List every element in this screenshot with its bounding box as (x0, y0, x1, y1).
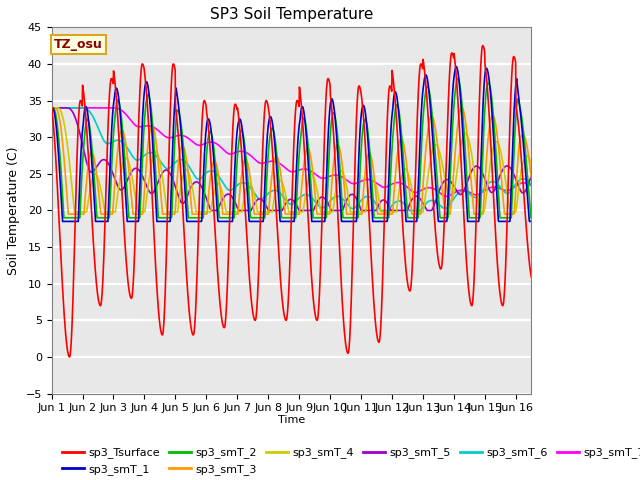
sp3_smT_5 (248, 205, 256, 211)
sp3_Tsurface (486, 114, 493, 120)
sp3_smT_6 (48, 105, 56, 111)
sp3_smT_4 (154, 152, 162, 157)
sp3_smT_4 (236, 209, 244, 215)
sp3_smT_3 (248, 188, 255, 194)
sp3_smT_2 (236, 130, 244, 136)
sp3_smT_2 (527, 215, 535, 221)
sp3_smT_1 (486, 79, 493, 84)
sp3_smT_4 (48, 105, 56, 111)
sp3_smT_1 (59, 218, 67, 224)
sp3_smT_3 (444, 211, 451, 217)
sp3_smT_7 (248, 154, 255, 159)
Line: sp3_smT_2: sp3_smT_2 (52, 78, 531, 218)
sp3_smT_6 (485, 180, 493, 186)
sp3_smT_5 (527, 174, 535, 180)
sp3_smT_3 (365, 150, 372, 156)
sp3_smT_1 (452, 64, 460, 70)
sp3_smT_5 (50, 105, 58, 111)
Line: sp3_smT_6: sp3_smT_6 (52, 108, 531, 210)
sp3_smT_1 (48, 105, 56, 111)
Line: sp3_smT_4: sp3_smT_4 (52, 108, 531, 212)
sp3_smT_1 (154, 218, 162, 224)
sp3_Tsurface (248, 302, 255, 308)
sp3_smT_7 (444, 193, 451, 199)
sp3_smT_2 (486, 81, 493, 87)
sp3_smT_6 (248, 186, 255, 192)
sp3_smT_7 (236, 148, 244, 154)
sp3_Tsurface (236, 130, 244, 135)
sp3_smT_4 (527, 161, 535, 167)
sp3_smT_3 (458, 104, 465, 110)
sp3_smT_2 (60, 215, 68, 221)
sp3_smT_2 (154, 207, 162, 213)
sp3_smT_4 (71, 209, 79, 215)
sp3_smT_5 (207, 207, 215, 213)
Title: SP3 Soil Temperature: SP3 Soil Temperature (210, 7, 373, 22)
Line: sp3_smT_7: sp3_smT_7 (52, 108, 531, 196)
sp3_smT_5 (154, 180, 162, 185)
Line: sp3_Tsurface: sp3_Tsurface (52, 46, 531, 357)
Line: sp3_smT_1: sp3_smT_1 (52, 67, 531, 221)
Legend: sp3_Tsurface, sp3_smT_1, sp3_smT_2, sp3_smT_3, sp3_smT_4, sp3_smT_5, sp3_smT_6, : sp3_Tsurface, sp3_smT_1, sp3_smT_2, sp3_… (57, 443, 640, 480)
sp3_smT_2 (454, 75, 462, 81)
sp3_smT_2 (48, 105, 56, 111)
sp3_smT_1 (248, 218, 255, 224)
sp3_Tsurface (527, 274, 535, 280)
sp3_smT_2 (365, 136, 372, 142)
Line: sp3_smT_5: sp3_smT_5 (52, 108, 531, 210)
X-axis label: Time: Time (278, 415, 305, 425)
sp3_smT_4 (248, 183, 255, 189)
sp3_Tsurface (444, 117, 451, 123)
sp3_smT_3 (527, 175, 535, 180)
sp3_smT_5 (365, 207, 373, 213)
sp3_smT_7 (365, 177, 372, 182)
sp3_Tsurface (154, 300, 162, 305)
sp3_smT_2 (444, 215, 451, 221)
Line: sp3_smT_3: sp3_smT_3 (52, 107, 531, 214)
sp3_smT_6 (365, 193, 372, 199)
sp3_smT_1 (236, 117, 244, 122)
sp3_smT_1 (444, 203, 451, 208)
Y-axis label: Soil Temperature (C): Soil Temperature (C) (7, 146, 20, 275)
sp3_smT_4 (485, 171, 493, 177)
sp3_smT_2 (248, 215, 255, 221)
sp3_smT_1 (527, 218, 535, 224)
sp3_smT_6 (154, 155, 161, 160)
sp3_smT_7 (442, 193, 450, 199)
sp3_smT_3 (486, 125, 493, 131)
sp3_smT_7 (154, 127, 161, 133)
Text: TZ_osu: TZ_osu (54, 38, 103, 51)
sp3_smT_3 (65, 211, 72, 217)
sp3_smT_3 (48, 105, 56, 111)
sp3_smT_7 (527, 183, 535, 189)
sp3_smT_6 (236, 180, 244, 186)
sp3_smT_6 (527, 182, 535, 188)
sp3_Tsurface (48, 105, 56, 111)
sp3_smT_5 (237, 207, 244, 213)
sp3_Tsurface (479, 43, 486, 48)
sp3_smT_3 (236, 185, 244, 191)
sp3_smT_6 (376, 207, 384, 213)
sp3_smT_6 (444, 204, 451, 210)
sp3_smT_4 (365, 189, 372, 195)
sp3_Tsurface (66, 354, 74, 360)
sp3_smT_5 (444, 177, 452, 182)
sp3_smT_5 (486, 187, 493, 193)
sp3_smT_5 (48, 105, 56, 111)
sp3_smT_4 (444, 190, 451, 195)
sp3_smT_7 (48, 105, 56, 111)
sp3_smT_7 (485, 185, 493, 191)
sp3_Tsurface (365, 206, 372, 212)
sp3_smT_3 (154, 156, 162, 161)
sp3_smT_1 (365, 149, 372, 155)
